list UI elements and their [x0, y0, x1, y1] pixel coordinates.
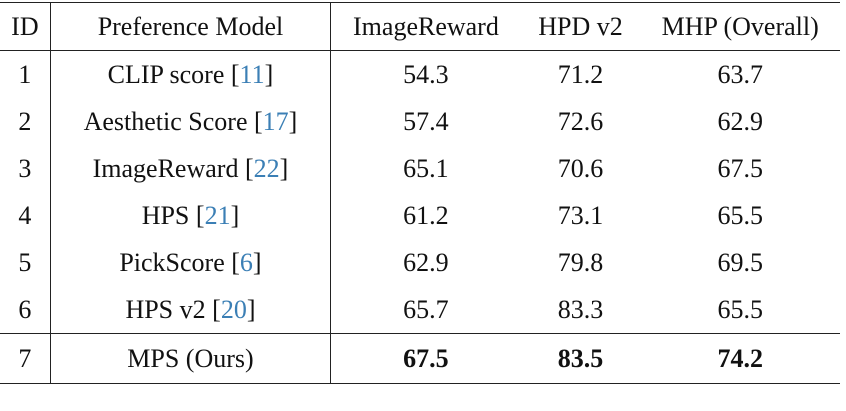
citation: [20]: [212, 294, 256, 324]
score-cell: 74.2: [640, 333, 840, 384]
id-cell: 6: [0, 286, 51, 334]
citation-number: 22: [253, 153, 280, 183]
score-cell: 63.7: [717, 59, 763, 89]
header-cell: HPD v2: [520, 2, 641, 51]
score-cell: 73.1: [557, 200, 604, 230]
model-name: HPS v2: [125, 294, 206, 324]
score-cell: 67.5: [330, 333, 521, 384]
model-cell: ImageReward [22]: [50, 145, 332, 192]
table-row: 2 Aesthetic Score [17] 57.4 72.6 62.9: [0, 98, 840, 145]
model-cell: HPS v2 [20]: [50, 286, 332, 334]
score-cell: 83.3: [557, 294, 604, 324]
model-name: PickScore: [119, 247, 225, 277]
model-name: CLIP score: [107, 59, 225, 89]
model-name: Aesthetic Score: [83, 106, 248, 136]
model-cell: CLIP score [11]: [50, 50, 332, 98]
score-cell: 62.9: [717, 106, 763, 136]
model-cell: HPS [21]: [50, 192, 332, 239]
table-header: ID Preference Model ImageReward HPD v2 MHP (…: [0, 2, 840, 51]
citation-number: 20: [220, 294, 247, 324]
model-name: MPS (Ours): [127, 343, 254, 373]
citation: [11]: [230, 59, 274, 89]
header-cell: MHP (Overall): [640, 2, 840, 51]
id-cell: 2: [0, 98, 51, 145]
score-cell: 62.9: [403, 247, 449, 277]
id-cell: 4: [0, 192, 51, 239]
id-cell: 7: [0, 333, 51, 384]
score-cell: 54.3: [403, 59, 449, 89]
table-row: 4 HPS [21] 61.2 73.1 65.5: [0, 192, 840, 239]
citation-number: 17: [262, 106, 289, 136]
citation-number: 11: [239, 59, 265, 89]
results-table: ID Preference Model ImageReward HPD v2 MHP (…: [0, 2, 840, 384]
citation-number: 6: [239, 247, 253, 277]
citation: [6]: [231, 247, 262, 277]
score-cell: 65.5: [717, 200, 763, 230]
score-cell: 65.5: [717, 294, 763, 324]
model-name: HPS: [141, 200, 190, 230]
score-cell: 57.4: [403, 106, 449, 136]
header-row: ID Preference Model ImageReward HPD v2 MHP (…: [0, 2, 840, 51]
score-cell: 61.2: [403, 200, 449, 230]
score-cell: 65.7: [403, 294, 449, 324]
model-cell: Aesthetic Score [17]: [50, 98, 332, 145]
score-cell: 83.5: [520, 333, 641, 384]
score-cell: 72.6: [557, 106, 604, 136]
citation-number: 21: [204, 200, 231, 230]
model-cell: MPS (Ours): [50, 333, 332, 384]
header-cell: Preference Model: [50, 2, 332, 51]
score-cell: 79.8: [557, 247, 604, 277]
score-cell: 69.5: [717, 247, 763, 277]
score-cell: 70.6: [557, 153, 604, 183]
citation: [22]: [244, 153, 289, 183]
id-cell: 5: [0, 239, 51, 286]
score-cell: 65.1: [403, 153, 449, 183]
table-body: 1 CLIP score [11] 54.3 71.2 63.7 2 Aesthetic S…: [0, 50, 840, 384]
model-cell: PickScore [6]: [50, 239, 332, 286]
table-row: 5 PickScore [6] 62.9 79.8 69.5: [0, 239, 840, 286]
id-cell: 3: [0, 145, 51, 192]
table-row: 1 CLIP score [11] 54.3 71.2 63.7: [0, 50, 840, 98]
citation: [17]: [253, 106, 298, 136]
table-row: 7 MPS (Ours) 67.5 83.5 74.2: [0, 333, 840, 384]
score-cell: 67.5: [717, 153, 763, 183]
citation: [21]: [195, 200, 240, 230]
header-cell: ID: [0, 2, 51, 51]
table-row: 6 HPS v2 [20] 65.7 83.3 65.5: [0, 286, 840, 334]
model-name: ImageReward: [92, 153, 239, 183]
id-cell: 1: [0, 50, 51, 98]
score-cell: 71.2: [557, 59, 604, 89]
table-row: 3 ImageReward [22] 65.1 70.6 67.5: [0, 145, 840, 192]
header-cell: ImageReward: [330, 2, 521, 51]
